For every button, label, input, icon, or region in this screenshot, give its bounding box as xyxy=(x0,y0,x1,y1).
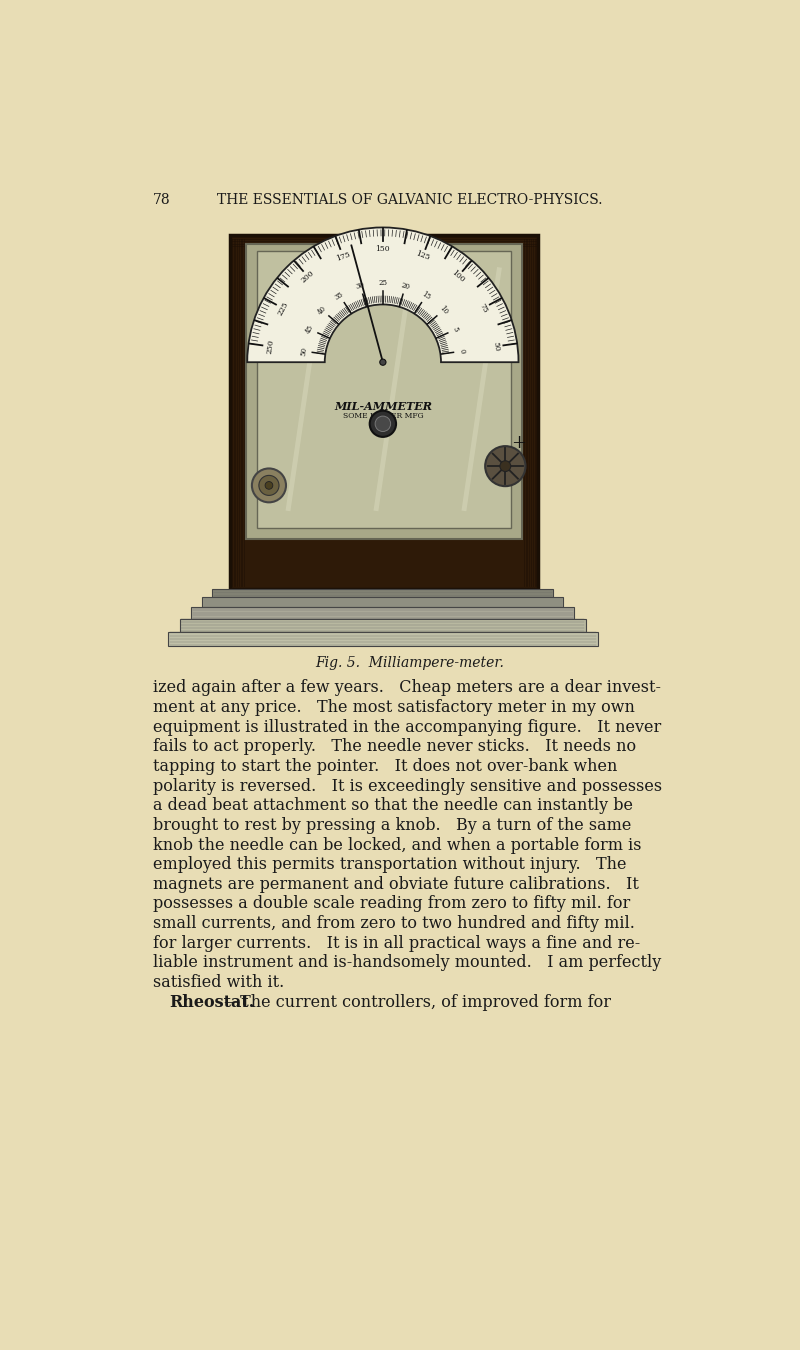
Text: 50: 50 xyxy=(491,342,500,352)
Text: SOME KIDDER MFG: SOME KIDDER MFG xyxy=(342,412,423,420)
Text: for larger currents.   It is in all practical ways a fine and re-: for larger currents. It is in all practi… xyxy=(153,934,640,952)
Text: 100: 100 xyxy=(450,269,466,285)
Bar xyxy=(212,590,554,597)
Text: Rheostat.: Rheostat. xyxy=(170,994,255,1011)
Bar xyxy=(180,618,586,632)
Text: 225: 225 xyxy=(276,300,290,316)
Circle shape xyxy=(500,460,510,471)
Text: liable instrument and is‐handsomely mounted.   I am perfectly: liable instrument and is‐handsomely moun… xyxy=(153,954,661,972)
Text: 200: 200 xyxy=(300,269,316,285)
Circle shape xyxy=(259,475,279,495)
Text: 25: 25 xyxy=(378,279,387,288)
Bar xyxy=(168,632,598,645)
Text: a dead beat attachment so that the needle can instantly be: a dead beat attachment so that the needl… xyxy=(153,798,633,814)
Text: —The current controllers, of improved form for: —The current controllers, of improved fo… xyxy=(224,994,611,1011)
Circle shape xyxy=(375,416,390,432)
Text: 15: 15 xyxy=(420,290,432,301)
Text: 125: 125 xyxy=(414,250,431,262)
Text: 20: 20 xyxy=(400,281,411,292)
Text: brought to rest by pressing a knob.   By a turn of the same: brought to rest by pressing a knob. By a… xyxy=(153,817,631,834)
Text: polarity is reversed.   It is exceedingly sensitive and possesses: polarity is reversed. It is exceedingly … xyxy=(153,778,662,795)
Text: possesses a double scale reading from zero to fifty mil. for: possesses a double scale reading from ze… xyxy=(153,895,630,913)
Text: small currents, and from zero to two hundred and fifty mil.: small currents, and from zero to two hun… xyxy=(153,915,634,931)
Bar xyxy=(230,235,538,590)
Text: magnets are permanent and obviate future calibrations.   It: magnets are permanent and obviate future… xyxy=(153,876,638,892)
Circle shape xyxy=(265,482,273,489)
Text: equipment is illustrated in the accompanying figure.   It never: equipment is illustrated in the accompan… xyxy=(153,718,661,736)
Circle shape xyxy=(252,468,286,502)
Text: 30: 30 xyxy=(355,281,366,292)
Text: 10: 10 xyxy=(438,304,450,316)
Text: +: + xyxy=(511,435,526,452)
Bar xyxy=(246,244,522,539)
Text: MIL-AMMETER: MIL-AMMETER xyxy=(334,401,432,412)
Text: 5: 5 xyxy=(451,325,460,333)
Text: 75: 75 xyxy=(477,302,489,315)
Circle shape xyxy=(370,410,396,437)
Text: ment at any price.   The most satisfactory meter in my own: ment at any price. The most satisfactory… xyxy=(153,699,634,716)
Text: tapping to start the pointer.   It does not over-bank when: tapping to start the pointer. It does no… xyxy=(153,757,617,775)
Circle shape xyxy=(485,446,526,486)
Bar xyxy=(202,597,563,608)
Text: THE ESSENTIALS OF GALVANIC ELECTRO-PHYSICS.: THE ESSENTIALS OF GALVANIC ELECTRO-PHYSI… xyxy=(218,193,602,207)
Text: employed this permits transportation without injury.   The: employed this permits transportation wit… xyxy=(153,856,626,873)
Text: satisfied with it.: satisfied with it. xyxy=(153,973,284,991)
Text: 45: 45 xyxy=(305,324,316,335)
Text: 35: 35 xyxy=(334,290,346,301)
Text: 250: 250 xyxy=(265,339,275,354)
Text: ized again after a few years.   Cheap meters are a dear invest-: ized again after a few years. Cheap mete… xyxy=(153,679,661,697)
Bar xyxy=(191,608,574,618)
Text: 50: 50 xyxy=(299,346,309,356)
Bar xyxy=(258,251,510,528)
Text: 150: 150 xyxy=(375,244,390,252)
Text: 175: 175 xyxy=(334,250,351,262)
Wedge shape xyxy=(247,227,518,362)
Text: fails to act properly.   The needle never sticks.   It needs no: fails to act properly. The needle never … xyxy=(153,738,636,756)
Text: 78: 78 xyxy=(153,193,170,207)
Text: knob the needle can be locked, and when a portable form is: knob the needle can be locked, and when … xyxy=(153,837,642,853)
Text: Fig. 5.  Milliampere-meter.: Fig. 5. Milliampere-meter. xyxy=(315,656,505,671)
Text: 40: 40 xyxy=(317,304,329,316)
Circle shape xyxy=(380,359,386,366)
Text: 0: 0 xyxy=(458,348,466,354)
